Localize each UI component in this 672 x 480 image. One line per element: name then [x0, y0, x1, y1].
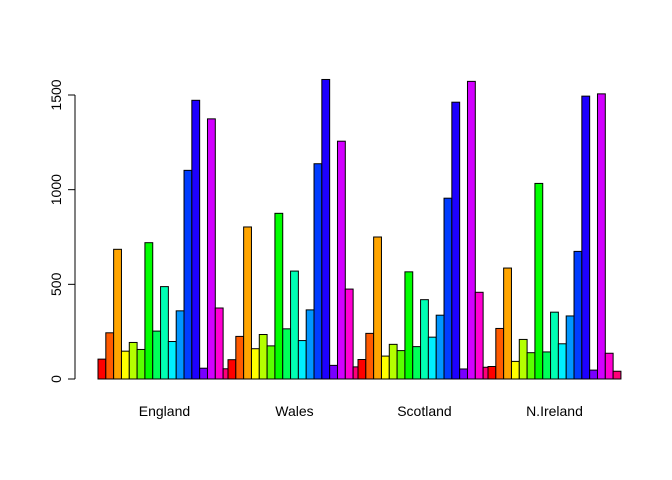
bar-scotland-5 [388, 343, 398, 380]
bar-england-3 [113, 248, 122, 380]
bar-scotland-3 [373, 236, 382, 380]
bar-wales-13 [321, 78, 331, 380]
bar-england-8 [152, 330, 162, 380]
bar-n-ireland-1 [487, 366, 497, 380]
bar-wales-9 [290, 270, 299, 380]
bar-wales-10 [297, 340, 307, 380]
category-label: N.Ireland [526, 403, 583, 419]
bar-n-ireland-8 [542, 351, 552, 380]
bar-england-16 [214, 307, 224, 380]
bar-n-ireland-3 [503, 267, 512, 380]
y-tick-label: 0 [48, 375, 64, 383]
bar-wales-5 [258, 334, 268, 380]
bar-n-ireland-17 [612, 370, 622, 380]
bar-england-7 [144, 242, 154, 380]
bars-layer [97, 78, 622, 380]
y-tick-label: 1000 [48, 174, 64, 205]
bar-england-2 [105, 332, 115, 380]
category-label: England [139, 403, 190, 419]
bar-n-ireland-11 [565, 315, 575, 380]
bar-england-13 [191, 99, 201, 380]
bar-wales-4 [250, 348, 260, 380]
bar-england-10 [167, 341, 177, 380]
bar-scotland-4 [380, 355, 390, 380]
bar-wales-16 [344, 288, 354, 380]
bar-scotland-9 [420, 299, 429, 380]
bar-wales-8 [282, 328, 292, 380]
bar-scotland-16 [474, 291, 484, 380]
bar-scotland-14 [459, 368, 468, 380]
bar-england-5 [128, 341, 138, 380]
bar-wales-7 [274, 212, 284, 380]
bar-england-6 [136, 348, 146, 380]
bar-scotland-1 [357, 359, 367, 380]
bar-wales-12 [313, 163, 323, 380]
bar-wales-11 [305, 309, 315, 380]
bar-n-ireland-12 [573, 250, 583, 380]
bar-n-ireland-6 [526, 352, 536, 380]
bar-n-ireland-15 [596, 93, 606, 380]
bar-scotland-10 [427, 336, 437, 380]
bar-scotland-11 [435, 314, 445, 380]
bar-england-4 [120, 350, 130, 380]
bar-wales-15 [336, 140, 346, 380]
bar-n-ireland-4 [510, 360, 520, 380]
bar-wales-1 [227, 359, 237, 380]
bar-england-12 [183, 169, 193, 380]
category-label: Wales [275, 403, 313, 419]
bar-wales-14 [329, 364, 338, 380]
bar-scotland-2 [365, 332, 375, 380]
bar-scotland-6 [396, 350, 406, 380]
x-axis-labels: England Wales Scotland N.Ireland [139, 403, 583, 419]
category-label: Scotland [397, 403, 451, 419]
bar-england-9 [160, 286, 169, 380]
bar-wales-6 [266, 345, 276, 380]
bar-n-ireland-14 [589, 369, 598, 380]
bar-n-ireland-2 [495, 327, 505, 380]
bar-england-1 [97, 358, 107, 380]
bar-scotland-15 [466, 80, 476, 380]
bar-n-ireland-16 [604, 352, 614, 380]
bar-n-ireland-10 [557, 343, 567, 380]
bar-wales-2 [235, 335, 245, 380]
bar-scotland-12 [443, 197, 453, 380]
bar-england-15 [206, 118, 216, 380]
bar-england-14 [199, 367, 208, 380]
bar-wales-3 [243, 226, 252, 380]
bar-scotland-8 [412, 346, 422, 380]
y-axis: 0 500 1000 1500 [48, 79, 76, 383]
y-tick-label: 500 [48, 272, 64, 296]
bar-n-ireland-13 [581, 95, 591, 380]
bar-england-11 [175, 310, 185, 380]
bar-scotland-13 [451, 101, 461, 380]
bar-n-ireland-5 [518, 338, 528, 380]
y-tick-label: 1500 [48, 79, 64, 110]
bar-scotland-7 [404, 271, 414, 380]
bar-n-ireland-7 [534, 182, 544, 380]
bar-n-ireland-9 [550, 311, 559, 380]
